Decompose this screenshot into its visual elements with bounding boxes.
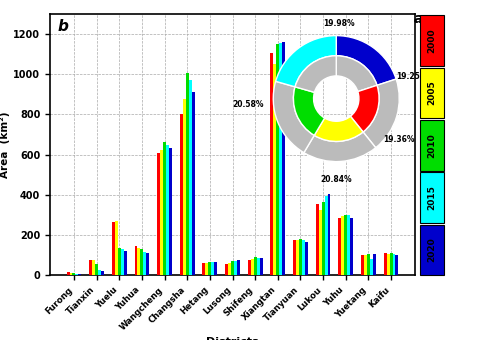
Text: 19.98%: 19.98% <box>324 19 355 28</box>
Bar <box>316 204 318 275</box>
Bar <box>214 262 217 275</box>
Bar <box>328 194 330 275</box>
Bar <box>160 150 163 275</box>
Bar <box>280 43 282 275</box>
Bar <box>118 248 120 275</box>
Text: a: a <box>414 12 423 26</box>
Bar <box>138 248 140 275</box>
Bar <box>206 263 208 275</box>
Wedge shape <box>363 79 399 148</box>
Bar <box>120 249 124 275</box>
Text: 2015: 2015 <box>428 185 436 210</box>
Bar <box>115 221 118 275</box>
Bar <box>212 262 214 275</box>
Bar <box>78 274 82 275</box>
Bar <box>322 202 324 275</box>
Bar <box>361 255 364 275</box>
Bar <box>192 92 194 275</box>
Text: 19.36%: 19.36% <box>384 135 415 144</box>
Bar <box>144 252 146 275</box>
Bar <box>270 53 274 275</box>
Bar <box>254 257 256 275</box>
Text: 2005: 2005 <box>428 81 436 105</box>
Bar <box>318 210 322 275</box>
Bar <box>186 73 188 275</box>
Bar <box>188 80 192 275</box>
Bar <box>225 264 228 275</box>
Bar <box>386 254 390 275</box>
Bar <box>163 142 166 275</box>
Text: 2010: 2010 <box>428 133 436 158</box>
Wedge shape <box>336 36 396 85</box>
Bar <box>140 249 143 275</box>
Bar <box>364 255 367 275</box>
Wedge shape <box>294 87 324 135</box>
Bar <box>66 272 70 275</box>
Bar <box>342 216 344 275</box>
Bar <box>384 253 386 275</box>
Bar <box>390 253 392 275</box>
Bar <box>344 215 347 275</box>
Bar <box>101 271 104 275</box>
Wedge shape <box>295 56 337 92</box>
Wedge shape <box>350 85 379 132</box>
Bar <box>157 153 160 275</box>
Bar <box>89 260 92 275</box>
Bar <box>183 99 186 275</box>
Bar <box>250 259 254 275</box>
Bar <box>72 273 76 275</box>
Bar <box>302 240 305 275</box>
Bar <box>112 222 115 275</box>
Bar <box>338 218 342 275</box>
Bar <box>296 240 299 275</box>
Bar <box>373 254 376 275</box>
Wedge shape <box>314 116 363 141</box>
Text: 19.25%: 19.25% <box>396 72 428 81</box>
Wedge shape <box>304 132 376 162</box>
Text: b: b <box>58 19 68 34</box>
Bar <box>231 261 234 275</box>
Text: 2020: 2020 <box>428 238 436 262</box>
Bar <box>347 215 350 275</box>
Bar <box>260 258 262 275</box>
Bar <box>92 260 95 275</box>
Bar <box>169 148 172 275</box>
Bar <box>124 251 126 275</box>
Text: 20.84%: 20.84% <box>320 175 352 185</box>
Text: 20.58%: 20.58% <box>232 100 264 109</box>
Bar <box>166 144 169 275</box>
Bar <box>234 261 237 275</box>
Bar <box>134 246 138 275</box>
Bar <box>98 270 101 275</box>
Bar <box>282 42 285 275</box>
Bar <box>305 242 308 275</box>
Bar <box>70 273 72 275</box>
Bar <box>324 196 328 275</box>
Wedge shape <box>276 36 336 87</box>
Bar <box>95 264 98 275</box>
Bar <box>396 255 398 275</box>
Bar <box>146 253 150 275</box>
Bar <box>299 239 302 275</box>
Bar <box>350 218 353 275</box>
Bar <box>237 260 240 275</box>
Bar <box>392 254 396 275</box>
Y-axis label: Area  (km²): Area (km²) <box>0 111 10 178</box>
Text: 2000: 2000 <box>428 28 436 53</box>
Bar <box>248 260 250 275</box>
Bar <box>256 258 260 275</box>
Bar <box>228 263 231 275</box>
Bar <box>180 114 183 275</box>
Wedge shape <box>336 56 377 91</box>
X-axis label: Districts: Districts <box>206 337 259 340</box>
Wedge shape <box>274 81 314 153</box>
Bar <box>367 254 370 275</box>
Bar <box>293 240 296 275</box>
Bar <box>276 44 280 275</box>
Bar <box>202 263 205 275</box>
Bar <box>274 64 276 275</box>
Bar <box>208 262 212 275</box>
Bar <box>370 259 373 275</box>
Bar <box>76 274 78 275</box>
